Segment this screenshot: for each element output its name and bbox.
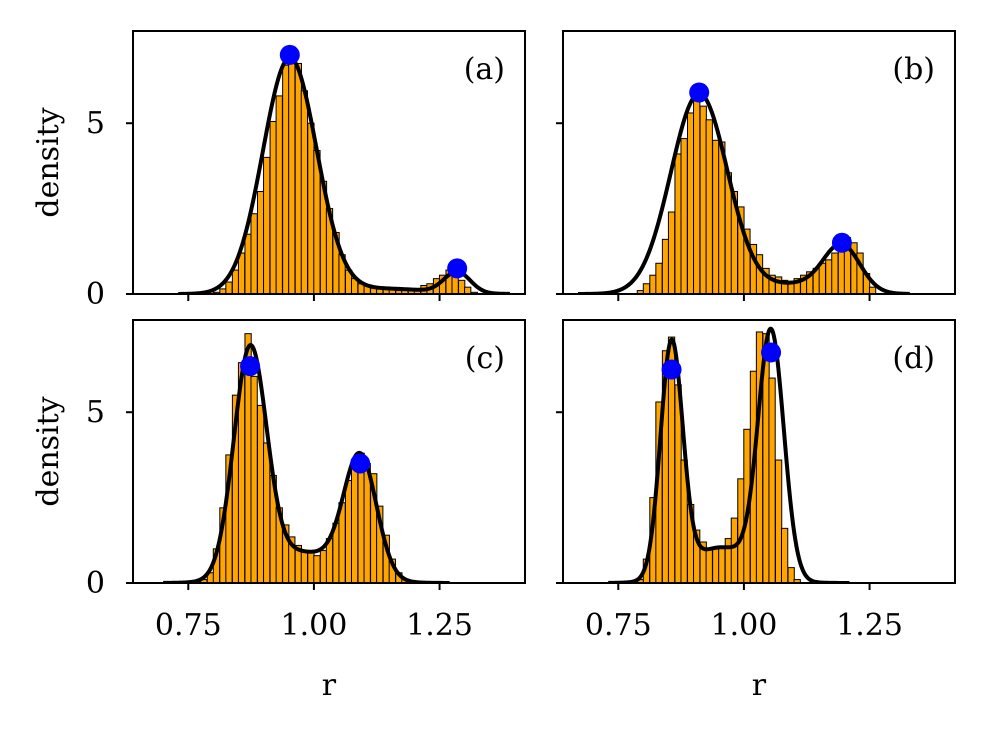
peak-marker: [447, 258, 468, 279]
histogram-bar: [705, 119, 713, 294]
histogram-bar: [831, 252, 839, 294]
histogram-bar: [718, 546, 726, 583]
histogram-bar: [667, 211, 676, 294]
histogram-bar: [282, 64, 290, 294]
y-axis-label: density: [31, 396, 66, 506]
histogram-bar: [774, 459, 783, 583]
panel-label: (a): [464, 52, 505, 87]
histogram-bar: [269, 121, 277, 294]
histogram-bar: [257, 404, 265, 583]
peak-marker: [350, 453, 371, 474]
histogram-bar: [225, 281, 233, 294]
panel-d: 0.75 1.00 1.25 (d) r: [556, 319, 956, 703]
density-curve: [162, 343, 451, 583]
histogram-bar: [661, 238, 670, 294]
x-tick-label: 1.25: [406, 608, 473, 643]
panel-label: (c): [465, 341, 505, 376]
density-curve: [177, 55, 511, 294]
histogram-bar: [712, 548, 720, 583]
x-tick-label: 0.75: [155, 608, 222, 643]
histogram-bar: [464, 286, 472, 294]
x-tick-label: 0.75: [585, 608, 652, 643]
x-axis-label: r: [322, 668, 337, 703]
panel-a: 0 5 (a) density: [31, 30, 526, 312]
peak-marker: [831, 232, 852, 253]
axes-frame: [132, 30, 526, 295]
panel-c: 0.75 1.00 1.25 0 5 (c) density r: [31, 319, 526, 703]
histogram-bar: [275, 95, 283, 294]
histogram-bar: [350, 461, 359, 583]
panel-b: (b): [556, 30, 956, 301]
histogram-bar: [294, 62, 302, 294]
y-axis-label: density: [31, 107, 66, 217]
histogram-bar: [307, 122, 315, 294]
histogram-bar: [693, 100, 701, 294]
histogram-bar: [300, 551, 309, 583]
histogram-bar: [837, 245, 846, 294]
histogram-bar: [250, 375, 258, 583]
histogram-bar: [642, 283, 651, 294]
histogram-bar: [307, 550, 315, 583]
histogram-bar: [680, 138, 688, 294]
histogram-bar: [250, 213, 258, 294]
histogram-bar: [257, 191, 265, 294]
axes-frame: [562, 30, 956, 295]
histogram-bar: [300, 90, 309, 294]
histogram-bar: [344, 480, 353, 583]
histogram-bar: [655, 262, 663, 294]
y-tick-label: 5: [86, 106, 105, 141]
plot-area: [162, 333, 451, 583]
histogram-bar: [458, 279, 466, 294]
peak-marker: [279, 44, 300, 65]
axes-frame: [132, 319, 526, 584]
peak-marker: [761, 342, 782, 363]
histogram-bar: [868, 286, 877, 294]
y-tick-label: 0: [86, 277, 105, 312]
histogram-bar: [263, 156, 271, 294]
axes-frame: [562, 319, 956, 584]
histogram-bar: [730, 517, 739, 583]
y-tick-label: 0: [86, 566, 105, 601]
histogram-bar: [263, 442, 271, 583]
histogram-bar: [699, 105, 707, 294]
histogram-bar: [244, 233, 252, 294]
peak-marker: [240, 356, 261, 377]
histogram-bar: [787, 567, 795, 583]
density-curve: [607, 326, 851, 583]
histogram-bar: [705, 548, 713, 583]
panel-label: (d): [892, 341, 935, 376]
histogram-bar: [649, 274, 657, 294]
histogram-bar: [768, 377, 776, 583]
density-curve: [577, 91, 911, 294]
histogram-bar: [818, 262, 826, 294]
x-tick-label: 1.25: [836, 608, 903, 643]
panel-label: (b): [892, 52, 935, 87]
histogram-bar: [825, 259, 833, 294]
histogram-bar: [313, 555, 321, 583]
histogram-bar: [288, 54, 296, 294]
peak-marker: [689, 82, 710, 103]
plot-area: [177, 54, 511, 294]
histogram-bar: [231, 269, 240, 294]
peak-marker: [661, 359, 682, 380]
x-axis-label: r: [752, 668, 767, 703]
histogram-bar: [712, 139, 720, 294]
y-tick-label: 5: [86, 395, 105, 430]
x-tick-label: 1.00: [281, 608, 348, 643]
x-tick-label: 1.00: [711, 608, 778, 643]
histogram-bar: [674, 153, 682, 294]
plot-area: [607, 326, 851, 583]
histogram-bar: [319, 550, 328, 583]
plot-area: [577, 91, 911, 294]
histogram-bar: [687, 112, 695, 294]
histogram-bar: [780, 527, 789, 583]
